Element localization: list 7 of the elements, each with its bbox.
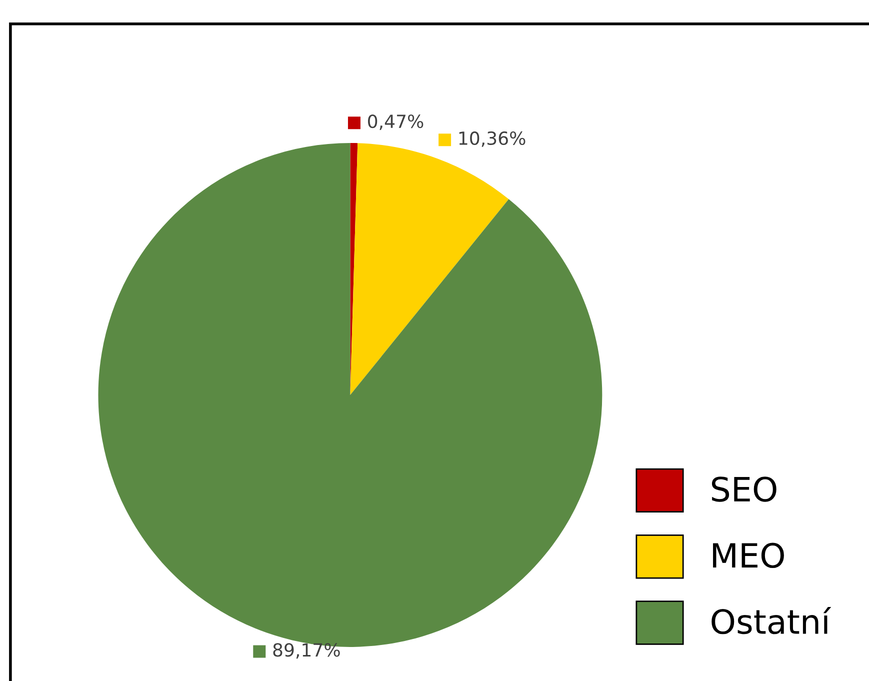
pie-slice <box>350 143 358 395</box>
data-label: 89,17% <box>273 643 340 659</box>
legend-label: SEO <box>712 476 776 502</box>
data-label: 10,36% <box>459 131 526 147</box>
data-label: 0,47% <box>368 114 424 130</box>
legend-label: MEO <box>713 542 784 568</box>
legend-label: Ostatní <box>712 607 832 634</box>
